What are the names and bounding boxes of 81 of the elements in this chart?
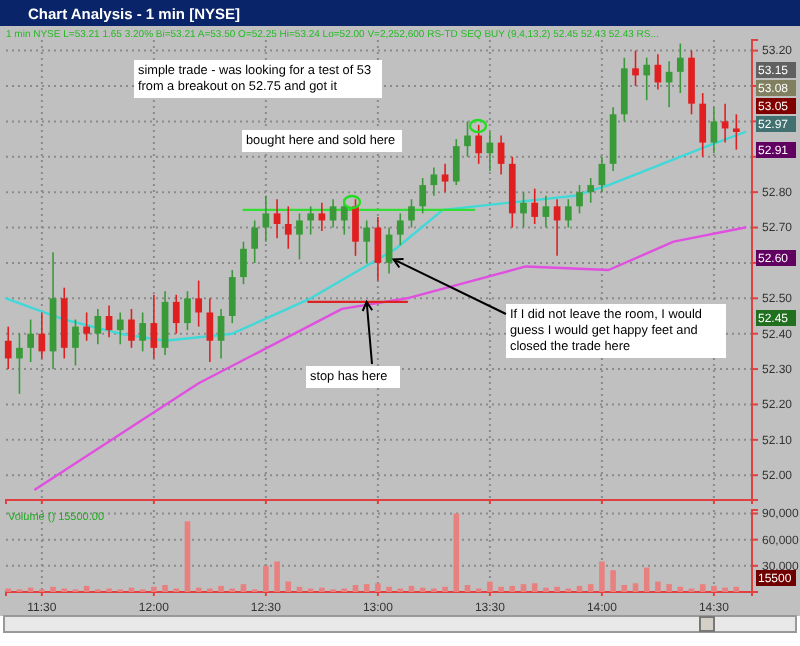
candlestick (576, 184, 583, 215)
bar (621, 585, 628, 592)
bar (531, 583, 538, 592)
candlestick (228, 269, 236, 324)
bar (487, 581, 493, 592)
bar (464, 585, 471, 592)
candlestick (620, 56, 628, 123)
bar (263, 565, 269, 592)
bar (184, 521, 191, 592)
bar (151, 586, 157, 592)
bar (610, 570, 616, 592)
candlestick (643, 56, 651, 101)
candlestick (217, 308, 225, 360)
candlestick (4, 325, 12, 370)
candlestick (732, 113, 740, 151)
candlestick (251, 219, 259, 264)
candlestick (296, 212, 303, 261)
candlestick (307, 205, 315, 236)
candlestick (688, 49, 695, 116)
bar (509, 585, 516, 592)
candlestick (128, 308, 135, 349)
candlestick (419, 177, 427, 215)
candlestick (542, 194, 550, 229)
candlestick (430, 166, 438, 197)
bar (587, 584, 594, 592)
bar (218, 585, 224, 592)
candlestick (284, 205, 292, 250)
candlestick (632, 49, 639, 87)
candlestick (441, 163, 449, 193)
candlestick (363, 219, 371, 264)
bar (274, 561, 280, 592)
candlestick (676, 42, 684, 94)
bar (599, 561, 605, 592)
candlestick (195, 279, 203, 328)
candlestick (587, 177, 595, 204)
candlestick (273, 198, 281, 239)
bar (699, 584, 706, 592)
bar (632, 583, 639, 592)
candlestick (520, 191, 527, 229)
candlestick (150, 293, 158, 360)
bar (520, 584, 527, 592)
candlestick (452, 138, 460, 186)
candlestick (262, 194, 270, 243)
bar (50, 586, 56, 592)
candlestick (72, 318, 79, 367)
candlestick (38, 311, 46, 360)
candlestick (94, 308, 102, 346)
bar (643, 567, 650, 592)
bar (363, 584, 370, 592)
bar (554, 586, 560, 592)
candlestick (184, 290, 191, 331)
bar (375, 583, 381, 592)
candlestick (564, 198, 572, 229)
candlestick (116, 311, 124, 346)
bar (711, 585, 717, 592)
bar (240, 584, 247, 592)
bar (162, 585, 168, 592)
line-series (33, 226, 747, 491)
candlestick (206, 297, 214, 363)
bar (666, 584, 672, 592)
bar (442, 586, 448, 592)
candlestick (531, 187, 539, 225)
candlestick (475, 124, 483, 165)
candlestick (408, 198, 415, 229)
candlestick (710, 106, 718, 155)
candlestick (396, 212, 404, 247)
bar (285, 581, 292, 592)
candlestick (27, 318, 34, 363)
candlestick (83, 311, 91, 342)
candlestick (464, 120, 471, 158)
bar (498, 586, 504, 592)
candlestick (240, 240, 247, 285)
candlestick (16, 332, 23, 395)
bar (655, 581, 661, 592)
candlestick (352, 198, 359, 257)
candlestick (172, 293, 180, 335)
bar (386, 586, 392, 592)
bar (453, 513, 460, 592)
candlestick (699, 92, 707, 158)
candlestick (139, 311, 147, 353)
bar (352, 585, 359, 592)
